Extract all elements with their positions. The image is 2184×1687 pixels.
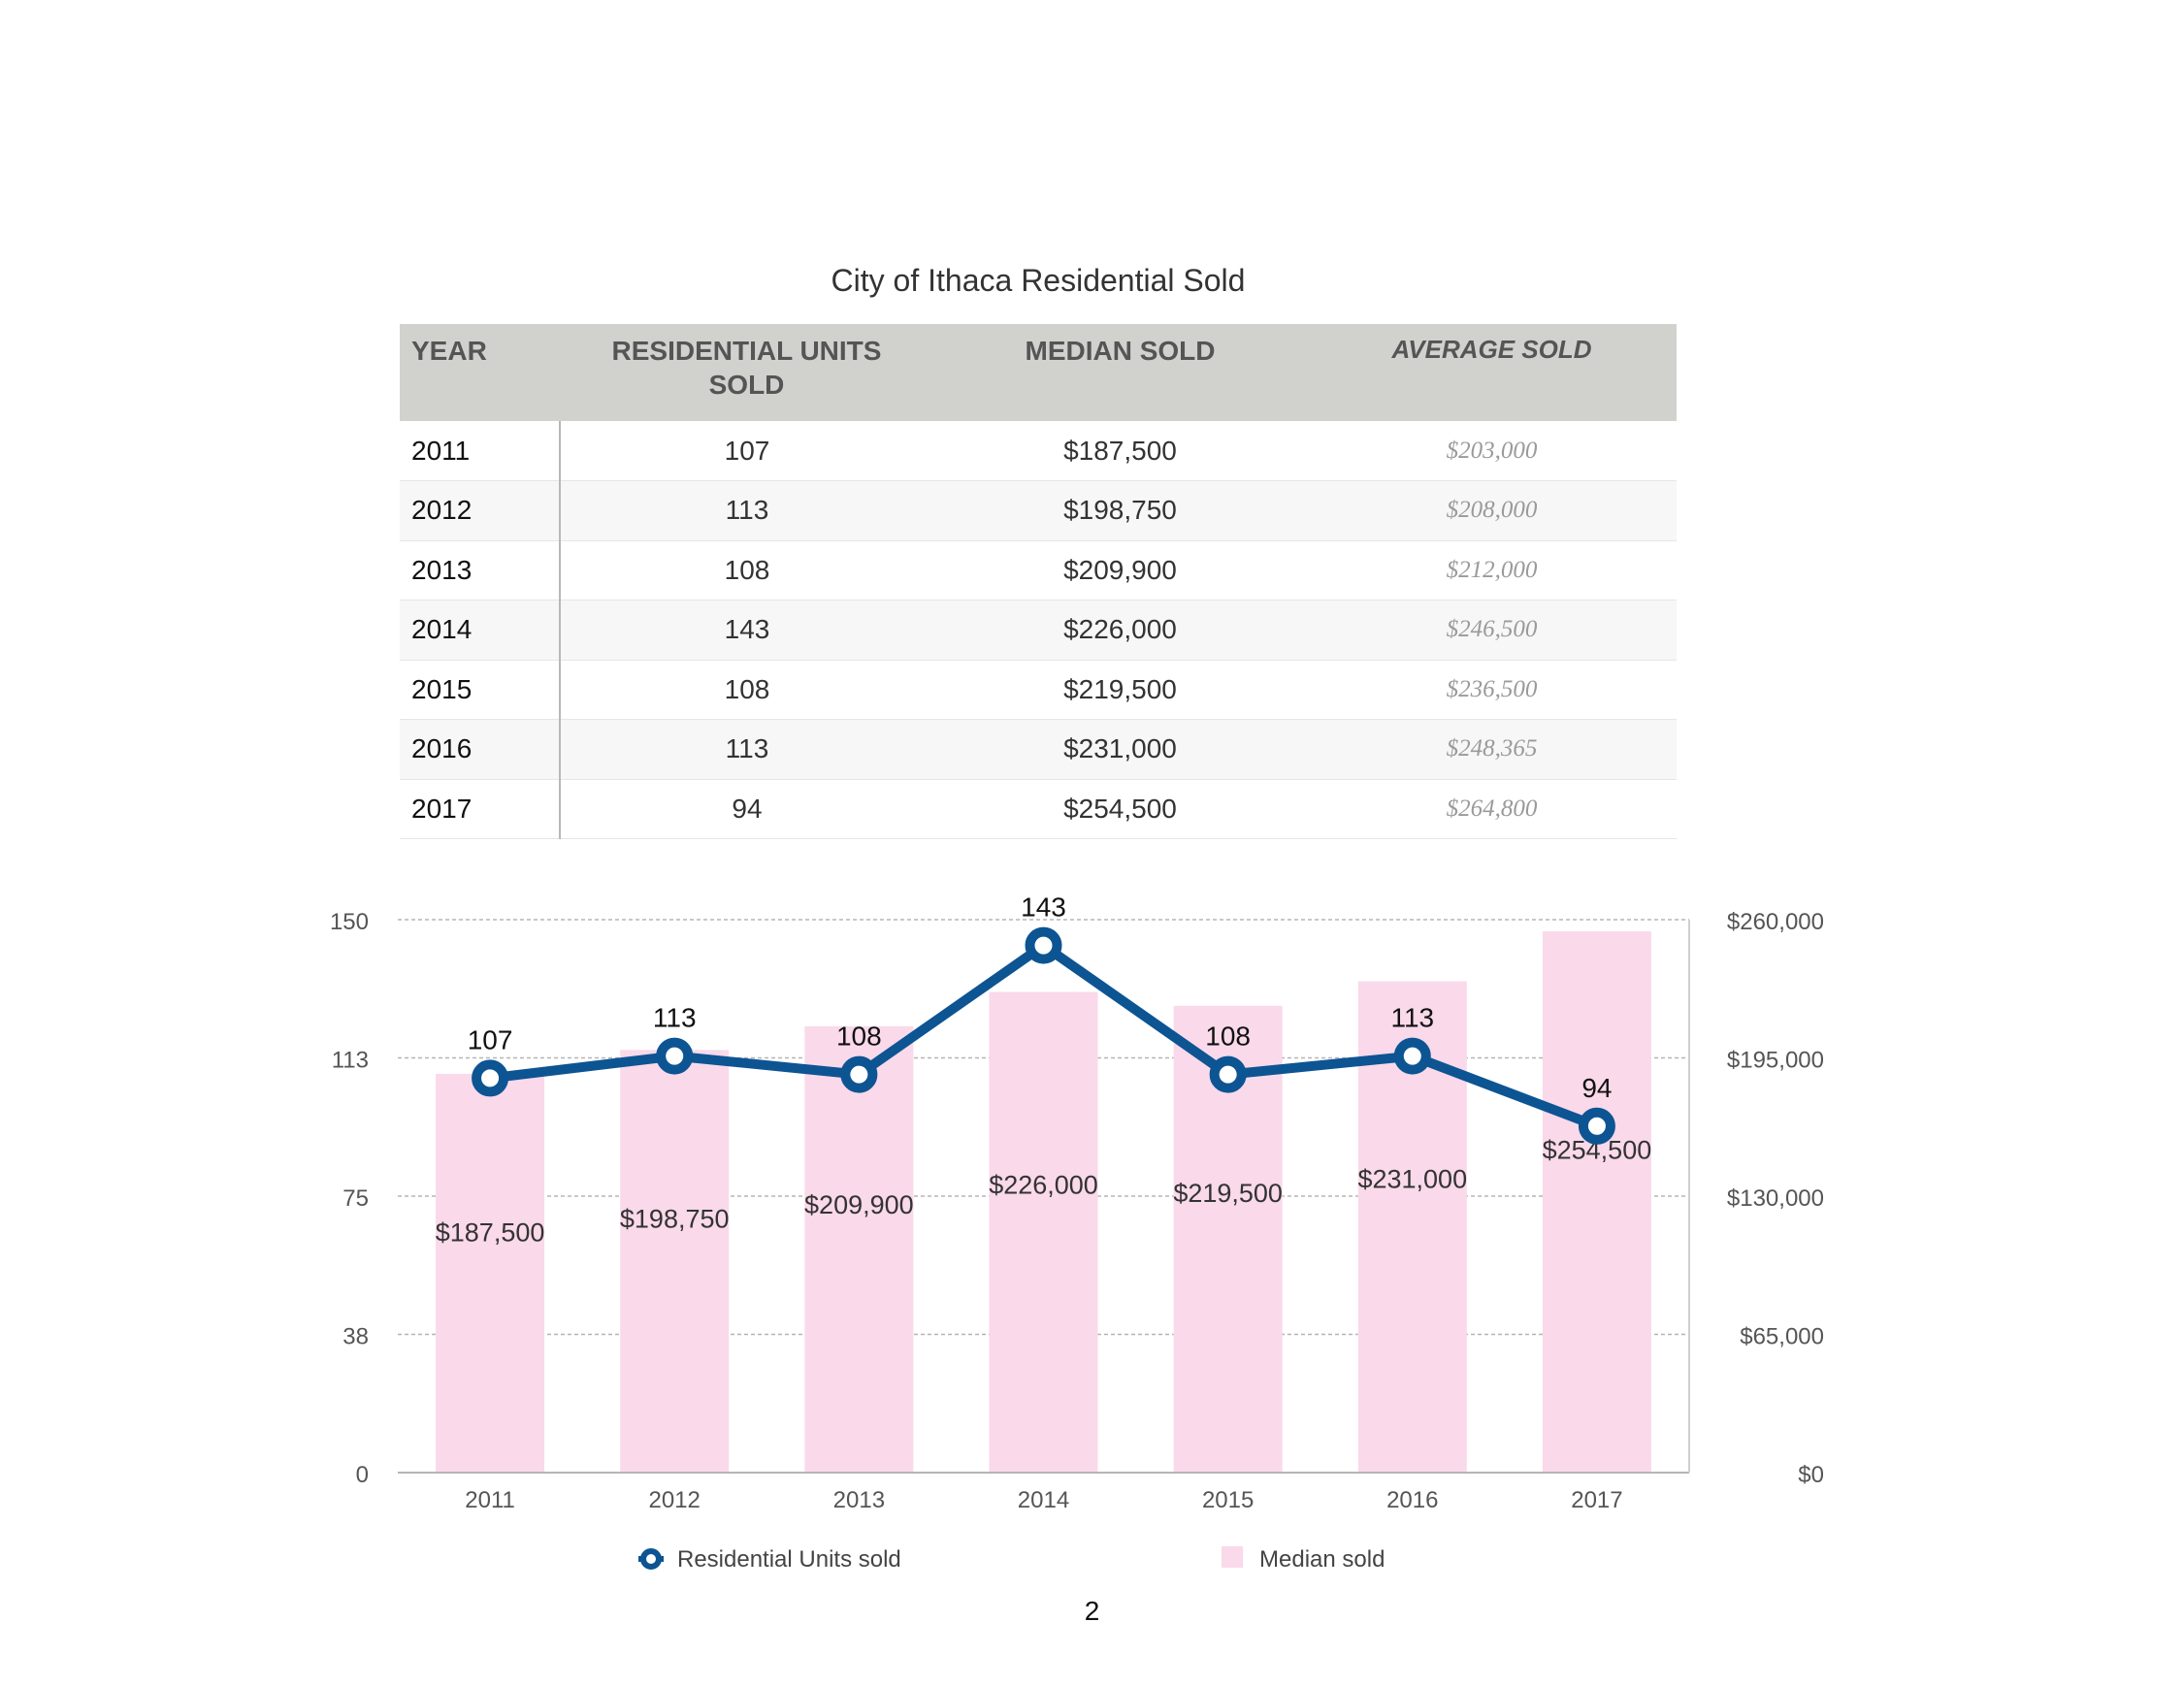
table-row: 2012 113 $198,750 $208,000	[400, 480, 1677, 540]
bar-median-sold	[436, 1073, 545, 1473]
cell-units: 108	[724, 554, 770, 585]
cell-year: 2011	[400, 421, 561, 481]
right-axis-tick-label: $195,000	[1727, 1048, 1824, 1074]
x-axis-tick-label: 2014	[1018, 1487, 1069, 1513]
cell-year: 2014	[400, 600, 561, 660]
line-data-label: 94	[1581, 1073, 1612, 1103]
cell-median: $187,500	[1063, 435, 1177, 466]
bar-data-label: $226,000	[989, 1171, 1098, 1200]
cell-year: 2013	[400, 540, 561, 600]
x-axis-tick-label: 2017	[1571, 1487, 1622, 1513]
line-data-label: 107	[468, 1024, 513, 1054]
bar-median-sold	[804, 1025, 914, 1473]
header-units-sold: RESIDENTIAL UNITS SOLD	[611, 336, 882, 400]
bar-data-label: $209,900	[804, 1190, 914, 1219]
left-axis-tick-label: 150	[330, 909, 369, 935]
bar-data-label: $219,500	[1173, 1179, 1283, 1208]
cell-median: $254,500	[1063, 793, 1177, 824]
right-axis-tick-label: $65,000	[1740, 1324, 1824, 1350]
table-row: 2017 94 $254,500 $264,800	[400, 779, 1677, 839]
table-row: 2013 108 $209,900 $212,000	[400, 540, 1677, 600]
line-data-label: 143	[1021, 892, 1066, 923]
cell-average: $264,800	[1446, 795, 1538, 822]
cell-average: $208,000	[1446, 497, 1538, 524]
legend-marker-icon	[640, 1548, 662, 1570]
bar-median-sold	[989, 991, 1098, 1473]
cell-median: $231,000	[1063, 733, 1177, 764]
header-year: YEAR	[411, 336, 487, 366]
line-point-residential-units	[656, 1037, 694, 1075]
cell-average: $246,500	[1446, 616, 1538, 643]
page-number: 2	[1084, 1596, 1100, 1626]
table-row: 2014 143 $226,000 $246,500	[400, 600, 1677, 660]
cell-units: 108	[724, 673, 770, 704]
cell-year: 2015	[400, 660, 561, 720]
cell-average: $203,000	[1446, 437, 1538, 464]
cell-median: $198,750	[1063, 495, 1177, 526]
x-axis-tick-label: 2016	[1386, 1487, 1438, 1513]
table-row: 2011 107 $187,500 $203,000	[400, 421, 1677, 481]
cell-average: $212,000	[1446, 556, 1538, 583]
combo-chart: 0 $0 38 $65,000 75 $130,000 113 $195,000 150 $260…	[330, 892, 1824, 1573]
right-axis-tick-label: $130,000	[1727, 1185, 1824, 1212]
cell-median: $226,000	[1063, 614, 1177, 645]
bar-data-label: $198,750	[620, 1204, 730, 1233]
line-data-label: 108	[836, 1022, 882, 1052]
table-row: 2015 108 $219,500 $236,500	[400, 660, 1677, 720]
line-point-residential-units	[1025, 926, 1062, 964]
table-row: 2016 113 $231,000 $248,365	[400, 719, 1677, 779]
x-axis-tick-label: 2015	[1202, 1487, 1254, 1513]
cell-units: 107	[724, 435, 770, 466]
left-axis-tick-label: 0	[356, 1462, 369, 1488]
line-data-label: 113	[653, 1003, 697, 1033]
left-axis-tick-label: 75	[342, 1185, 369, 1212]
right-axis-tick-label: $260,000	[1727, 909, 1824, 935]
cell-units: 113	[725, 495, 769, 526]
line-point-residential-units	[1209, 1055, 1247, 1093]
cell-year: 2017	[400, 779, 561, 839]
table-header-row: YEAR RESIDENTIAL UNITS SOLD MEDIAN SOLD …	[400, 324, 1677, 421]
line-point-residential-units	[840, 1055, 878, 1093]
sales-summary-table: YEAR RESIDENTIAL UNITS SOLD MEDIAN SOLD …	[400, 324, 1677, 839]
line-point-residential-units	[1393, 1037, 1431, 1075]
line-data-label: 108	[1205, 1022, 1251, 1052]
legend-bar-swatch	[1222, 1546, 1243, 1568]
cell-units: 113	[725, 733, 769, 764]
left-axis-tick-label: 38	[342, 1324, 369, 1350]
cell-average: $236,500	[1446, 675, 1538, 702]
bar-median-sold	[1542, 931, 1651, 1473]
bar-data-label: $231,000	[1357, 1164, 1467, 1193]
bar-median-sold	[620, 1050, 730, 1473]
x-axis-tick-label: 2012	[649, 1487, 701, 1513]
legend-label-median-sold: Median sold	[1259, 1546, 1385, 1573]
legend-label-residential-units: Residential Units sold	[677, 1546, 901, 1573]
cell-units: 94	[732, 793, 763, 824]
x-axis-tick-label: 2013	[833, 1487, 885, 1513]
left-axis-tick-label: 113	[332, 1048, 369, 1074]
cell-units: 143	[724, 614, 770, 645]
line-point-residential-units	[472, 1059, 509, 1097]
page-title: City of Ithaca Residential Sold	[831, 263, 1246, 298]
cell-average: $248,365	[1446, 735, 1538, 762]
cell-year: 2016	[400, 719, 561, 779]
cell-median: $209,900	[1063, 554, 1177, 585]
x-axis-tick-label: 2011	[465, 1487, 515, 1513]
cell-median: $219,500	[1063, 673, 1177, 704]
header-median-sold: MEDIAN SOLD	[1025, 336, 1216, 366]
right-axis-tick-label: $0	[1798, 1462, 1824, 1488]
line-data-label: 113	[1390, 1003, 1434, 1033]
cell-year: 2012	[400, 480, 561, 540]
bar-data-label: $187,500	[436, 1218, 545, 1248]
header-average-sold: AVERAGE SOLD	[1391, 335, 1592, 364]
line-point-residential-units	[1578, 1107, 1615, 1145]
